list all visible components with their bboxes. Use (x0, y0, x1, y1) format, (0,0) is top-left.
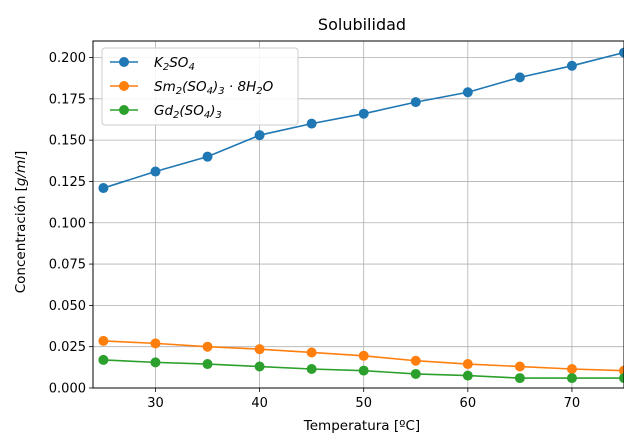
y-axis-title-unit: g/ml (13, 156, 29, 186)
series-0 (98, 47, 624, 194)
legend-label: Gd2(SO4)3 (154, 103, 222, 121)
y-tick-label: 0.175 (49, 92, 86, 107)
y-tick-label: 0.000 (49, 382, 86, 397)
y-tick-label: 0.200 (49, 51, 86, 66)
x-tick-label: 60 (460, 396, 477, 411)
legend-box (101, 47, 299, 126)
data-point (566, 373, 577, 384)
y-axis-title: Concentración [g/ml] (13, 151, 29, 294)
data-point (150, 166, 161, 177)
data-point (410, 355, 421, 366)
data-point (619, 47, 624, 58)
data-point (410, 368, 421, 379)
y-axis-ticks: 0.000 0.025 0.050 0.075 0.100 0.125 0.150 0.175… (49, 51, 93, 397)
x-axis-title: Temperatura [ºC] (303, 418, 420, 434)
x-tick-label: 40 (251, 396, 268, 411)
y-tick-label: 0.025 (49, 340, 86, 355)
data-point (202, 359, 213, 370)
data-point (202, 341, 213, 352)
y-tick-label: 0.150 (49, 134, 86, 149)
x-axis-ticks: 30 40 50 60 70 (147, 388, 580, 411)
data-point (306, 347, 317, 358)
data-point (514, 373, 525, 384)
data-point (462, 359, 473, 370)
y-axis-title-suffix: ] (13, 151, 29, 156)
plot-frame (92, 40, 624, 389)
data-point (98, 183, 109, 194)
data-point (619, 365, 624, 376)
x-tick-label: 30 (147, 396, 164, 411)
data-point (358, 350, 369, 361)
data-point (254, 130, 265, 141)
data-point (254, 344, 265, 355)
series-1 (98, 335, 624, 376)
data-point (98, 354, 109, 365)
data-point (150, 338, 161, 349)
chart-title: Solubilidad (318, 15, 406, 34)
data-point (619, 373, 624, 384)
data-point (514, 361, 525, 372)
x-tick-label: 50 (355, 396, 372, 411)
data-point (462, 370, 473, 381)
data-point (202, 151, 213, 162)
legend-swatch-marker (119, 57, 129, 67)
data-series (98, 47, 624, 384)
data-point (514, 72, 525, 83)
y-tick-label: 0.050 (49, 299, 86, 314)
legend-swatch-marker (119, 105, 129, 115)
legend: K2SO4 Sm2(SO4)3 · 8H2O Gd2(SO4)3 (101, 47, 299, 126)
x-tick-label: 70 (564, 396, 581, 411)
y-tick-label: 0.100 (49, 216, 86, 231)
series-2 (98, 354, 624, 384)
data-point (150, 357, 161, 368)
legend-label: Sm2(SO4)3 · 8H2O (154, 79, 274, 97)
data-point (306, 363, 317, 374)
data-point (306, 118, 317, 129)
data-point (358, 108, 369, 119)
data-point (462, 87, 473, 98)
legend-swatch-marker (119, 81, 129, 91)
data-point (410, 97, 421, 108)
data-point (566, 60, 577, 71)
y-axis-title-prefix: Concentración [ (13, 186, 29, 293)
legend-label: K2SO4 (154, 55, 195, 73)
data-point (98, 335, 109, 346)
data-point (254, 361, 265, 372)
data-point (358, 365, 369, 376)
data-point (566, 363, 577, 374)
y-tick-label: 0.125 (49, 175, 86, 190)
y-tick-label: 0.075 (49, 258, 86, 273)
